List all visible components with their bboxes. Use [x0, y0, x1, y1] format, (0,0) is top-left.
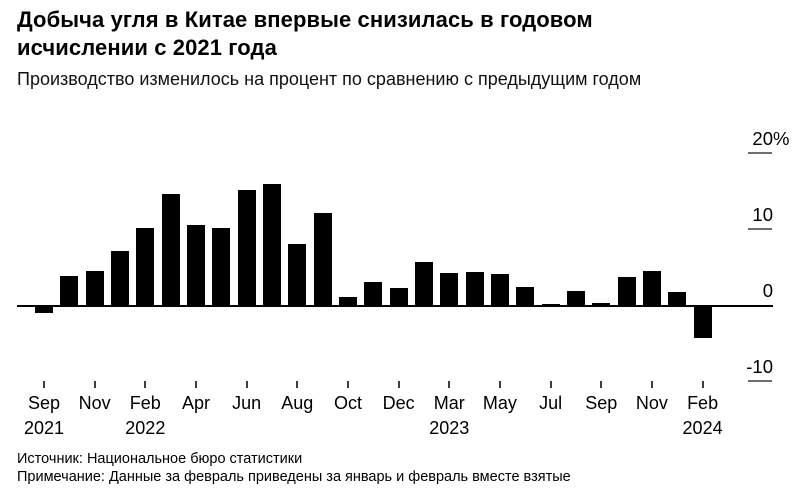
x-axis-tick-jul — [549, 381, 552, 388]
x-axis-label-aug: Aug — [281, 393, 314, 413]
x-axis-tick-dec — [397, 381, 400, 388]
source-note: Источник: Национальное бюро статистики — [17, 451, 303, 467]
x-axis-label-feb-2024: Feb — [687, 393, 719, 413]
x-axis-tick-jun — [245, 381, 248, 388]
bar-jun-2022 — [237, 189, 256, 306]
bar-sep-2021 — [35, 306, 53, 313]
x-axis-tick-nov — [93, 381, 96, 388]
bar-may-2023 — [490, 274, 509, 306]
x-axis-tick-nov — [650, 381, 653, 388]
x-axis-tick-sep — [600, 381, 603, 388]
bar-aug-2022 — [288, 244, 307, 306]
y-axis-unit: % — [773, 128, 790, 149]
bar-oct-2022 — [338, 296, 357, 306]
x-axis-tick-feb-2024 — [701, 381, 704, 388]
x-axis-tick-aug — [296, 381, 299, 388]
bar-sep-2022 — [313, 212, 332, 306]
bar-oct-2023 — [617, 277, 636, 306]
y-axis-label-0: 0 — [762, 280, 773, 301]
bar-feb-2023 — [414, 261, 433, 306]
x-axis-label-sep-2021: Sep — [27, 393, 61, 413]
page-title: Добыча угля в Китае впервые снизилась в … — [17, 6, 593, 62]
page-title-line1: Добыча угля в Китае впервые снизилась в … — [17, 7, 593, 32]
x-axis-tick-feb-2022 — [144, 381, 147, 388]
x-axis-year-2023: 2023 — [429, 418, 470, 438]
bar-mar-2022 — [161, 193, 180, 306]
bar-may-2022 — [212, 227, 231, 306]
y-axis-tick-20 — [748, 152, 772, 154]
bar-dec-2022 — [389, 287, 408, 306]
x-axis-label-oct: Oct — [333, 393, 362, 413]
chart-footer: Источник: Национальное бюро статистики П… — [17, 451, 571, 486]
x-axis-label-dec: Dec — [382, 393, 415, 413]
bar-feb-2024 — [693, 306, 712, 338]
x-axis-year-2022: 2022 — [125, 418, 166, 438]
bar-dec-2023 — [668, 291, 687, 306]
chart-subtitle: Производство изменилось на процент по ср… — [17, 69, 642, 89]
x-axis-label-jun: Jun — [232, 393, 262, 413]
bar-nov-2021 — [85, 271, 104, 306]
bar-sep-2023 — [592, 302, 611, 306]
bar-aug-2023 — [566, 290, 585, 306]
bar-apr-2022 — [186, 224, 205, 306]
bar-jul-2023 — [541, 303, 560, 306]
x-axis-label-apr: Apr — [181, 393, 210, 413]
x-axis-label-nov: Nov — [78, 393, 111, 413]
page-title-line2: исчислении с 2021 года — [17, 35, 277, 60]
bar-jul-2022 — [262, 183, 281, 306]
bar-jun-2023 — [516, 287, 535, 306]
bar-mar-2023 — [440, 273, 459, 306]
x-axis-label-may: May — [482, 393, 517, 413]
x-axis-label-mar-2023: Mar — [433, 393, 465, 413]
x-axis-label-sep: Sep — [585, 393, 618, 413]
y-axis-tick-10 — [748, 228, 772, 230]
zero-axis-line — [17, 305, 773, 307]
x-axis-label-feb-2022: Feb — [129, 393, 161, 413]
x-axis-tick-mar-2023 — [448, 381, 451, 388]
bar-feb-2022 — [136, 227, 155, 306]
bar-oct-2021 — [60, 275, 79, 306]
x-axis-tick-may — [498, 381, 501, 388]
y-axis-label-10: 10 — [752, 204, 773, 225]
bar-dec-2021 — [110, 251, 129, 306]
bar-apr-2023 — [465, 271, 484, 306]
x-axis-year-2024: 2024 — [682, 418, 723, 438]
bar-nov-2022 — [364, 282, 383, 306]
x-axis-label-jul: Jul — [539, 393, 563, 413]
y-axis-label--10: -10 — [746, 356, 773, 377]
x-axis-tick-sep-2021 — [43, 381, 45, 388]
x-axis-tick-apr — [194, 381, 197, 388]
x-axis-year-2021: 2021 — [23, 418, 65, 438]
y-axis-label-20: 20% — [752, 128, 790, 149]
y-axis-tick--10 — [748, 380, 772, 382]
methodology-note: Примечание: Данные за февраль приведены … — [17, 468, 571, 485]
bar-nov-2023 — [642, 271, 661, 306]
x-axis-label-nov: Nov — [635, 393, 668, 413]
x-axis-tick-oct — [346, 381, 349, 388]
